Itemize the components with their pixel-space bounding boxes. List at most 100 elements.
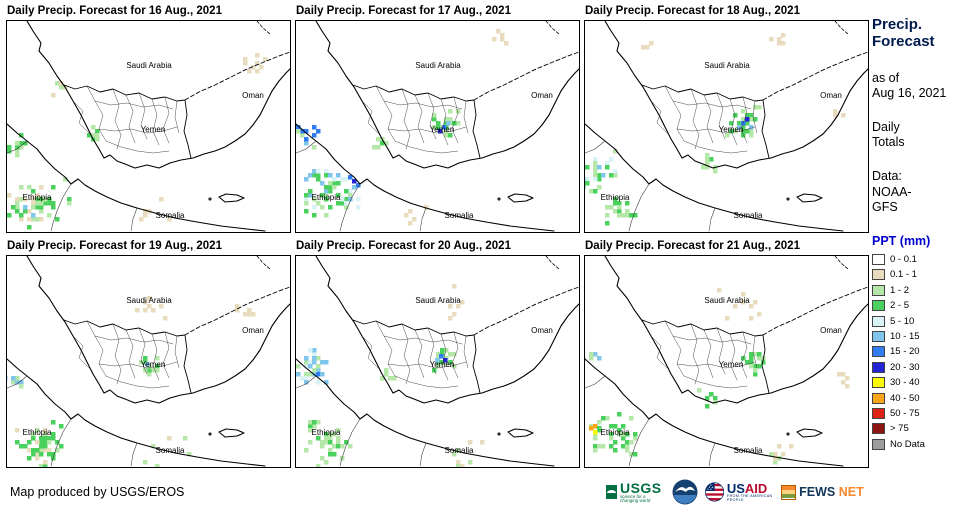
legend-swatch <box>872 392 885 404</box>
legend-swatch <box>872 438 885 450</box>
label-somalia: Somalia <box>156 446 185 455</box>
legend-swatch <box>872 346 885 358</box>
map-20aug: Saudi Arabia Oman Yemen Ethiopia Somalia <box>295 255 580 468</box>
forecast-panel-18aug: Daily Precip. Forecast for 18 Aug., 2021… <box>584 3 869 233</box>
forecast-panel-16aug: Daily Precip. Forecast for 16 Aug., 2021… <box>6 3 291 233</box>
panel-title: Daily Precip. Forecast for 19 Aug., 2021 <box>7 240 222 252</box>
legend-items: 0 - 0.1 0.1 - 1 1 - 2 2 - 5 5 - 10 10 - 15 15 … <box>872 252 964 452</box>
noaa-icon <box>672 479 698 505</box>
label-oman: Oman <box>820 91 842 100</box>
precip-patches <box>585 33 846 226</box>
map-19aug: Saudi Arabia Oman Yemen Ethiopia Somalia <box>6 255 291 468</box>
legend-label: 20 - 30 <box>890 361 920 373</box>
label-somalia: Somalia <box>734 211 763 220</box>
legend-item: 30 - 40 <box>872 375 964 390</box>
label-ethiopia: Ethiopia <box>23 428 52 437</box>
label-somalia: Somalia <box>734 446 763 455</box>
legend-item: 0 - 0.1 <box>872 252 964 267</box>
usgs-tagline: science for a changing world <box>619 493 651 503</box>
legend: PPT (mm) 0 - 0.1 0.1 - 1 1 - 2 2 - 5 5 - 10 1… <box>872 234 964 452</box>
label-saudi-arabia: Saudi Arabia <box>415 61 461 70</box>
label-oman: Oman <box>820 326 842 335</box>
legend-label: > 75 <box>890 423 909 435</box>
legend-item: 1 - 2 <box>872 283 964 298</box>
label-oman: Oman <box>242 326 264 335</box>
label-somalia: Somalia <box>445 446 474 455</box>
legend-label: 15 - 20 <box>890 346 920 358</box>
label-saudi-arabia: Saudi Arabia <box>704 296 750 305</box>
legend-label: 50 - 75 <box>890 407 920 419</box>
credit-text: Map produced by USGS/EROS <box>10 485 185 499</box>
panel-title: Daily Precip. Forecast for 17 Aug., 2021 <box>296 5 511 17</box>
label-saudi-arabia: Saudi Arabia <box>126 296 172 305</box>
label-yemen: Yemen <box>719 125 744 134</box>
legend-swatch <box>872 361 885 373</box>
label-yemen: Yemen <box>141 125 166 134</box>
legend-label: 1 - 2 <box>890 284 910 296</box>
label-yemen: Yemen <box>430 360 455 369</box>
label-ethiopia: Ethiopia <box>312 193 341 202</box>
label-ethiopia: Ethiopia <box>601 428 630 437</box>
legend-swatch <box>872 254 885 266</box>
totals-label: Daily Totals <box>872 119 905 150</box>
precip-patches <box>585 288 850 465</box>
label-somalia: Somalia <box>445 211 474 220</box>
precip-patches <box>7 53 268 230</box>
map-21aug: Saudi Arabia Oman Yemen Ethiopia Somalia <box>584 255 869 468</box>
label-yemen: Yemen <box>141 360 166 369</box>
label-ethiopia: Ethiopia <box>23 193 52 202</box>
panel-title: Daily Precip. Forecast for 18 Aug., 2021 <box>585 5 800 17</box>
label-oman: Oman <box>531 91 553 100</box>
legend-label: 2 - 5 <box>890 300 910 312</box>
usaid-logo: USAID FROM THE AMERICAN PEOPLE <box>704 479 774 505</box>
legend-item: No Data <box>872 437 964 452</box>
usaid-flag-icon <box>704 482 724 502</box>
panel-title: Daily Precip. Forecast for 21 Aug., 2021 <box>585 240 800 252</box>
legend-item: 10 - 15 <box>872 329 964 344</box>
fewsnet-wordmark: FEWS NET <box>799 485 864 499</box>
legend-swatch <box>872 407 885 419</box>
legend-item: 15 - 20 <box>872 344 964 359</box>
label-ethiopia: Ethiopia <box>601 193 630 202</box>
legend-item: 5 - 10 <box>872 313 964 328</box>
map-18aug: Saudi Arabia Oman Yemen Ethiopia Somalia <box>584 20 869 233</box>
precip-patches <box>296 284 485 467</box>
as-of-date: as of Aug 16, 2021 <box>872 70 947 101</box>
data-source: Data: NOAA- GFS <box>872 169 912 215</box>
label-somalia: Somalia <box>156 211 185 220</box>
legend-label: 10 - 15 <box>890 331 920 343</box>
partner-logos: USGS science for a changing world <box>606 477 864 507</box>
label-yemen: Yemen <box>430 125 455 134</box>
legend-item: 2 - 5 <box>872 298 964 313</box>
legend-label: 0.1 - 1 <box>890 269 917 281</box>
map-grid: Daily Precip. Forecast for 16 Aug., 2021… <box>6 3 869 468</box>
legend-swatch <box>872 300 885 312</box>
legend-swatch <box>872 331 885 343</box>
legend-label: 5 - 10 <box>890 315 915 327</box>
usgs-icon <box>606 485 617 499</box>
forecast-panel-19aug: Daily Precip. Forecast for 19 Aug., 2021… <box>6 238 291 468</box>
label-saudi-arabia: Saudi Arabia <box>415 296 461 305</box>
legend-label: 0 - 0.1 <box>890 254 917 266</box>
precip-patches <box>296 29 509 226</box>
info-sidebar: Precip. Forecast as of Aug 16, 2021 Dail… <box>872 16 964 452</box>
legend-label: No Data <box>890 438 925 450</box>
usgs-logo: USGS science for a changing world <box>606 481 665 504</box>
legend-title: PPT (mm) <box>872 233 931 248</box>
noaa-logo <box>672 479 698 505</box>
sidebar-title: Precip. Forecast <box>872 16 935 51</box>
legend-label: 40 - 50 <box>890 392 920 404</box>
map-16aug: Saudi Arabia Oman Yemen Ethiopia Somalia <box>6 20 291 233</box>
forecast-panel-20aug: Daily Precip. Forecast for 20 Aug., 2021… <box>295 238 580 468</box>
legend-swatch <box>872 377 885 389</box>
legend-swatch <box>872 269 885 281</box>
map-17aug: Saudi Arabia Oman Yemen Ethiopia Somalia <box>295 20 580 233</box>
legend-swatch <box>872 423 885 435</box>
label-oman: Oman <box>242 91 264 100</box>
legend-item: 20 - 30 <box>872 360 964 375</box>
usaid-tagline: FROM THE AMERICAN PEOPLE <box>726 493 773 502</box>
forecast-panel-21aug: Daily Precip. Forecast for 21 Aug., 2021… <box>584 238 869 468</box>
label-saudi-arabia: Saudi Arabia <box>704 61 750 70</box>
label-saudi-arabia: Saudi Arabia <box>126 61 172 70</box>
forecast-panel-17aug: Daily Precip. Forecast for 17 Aug., 2021… <box>295 3 580 233</box>
